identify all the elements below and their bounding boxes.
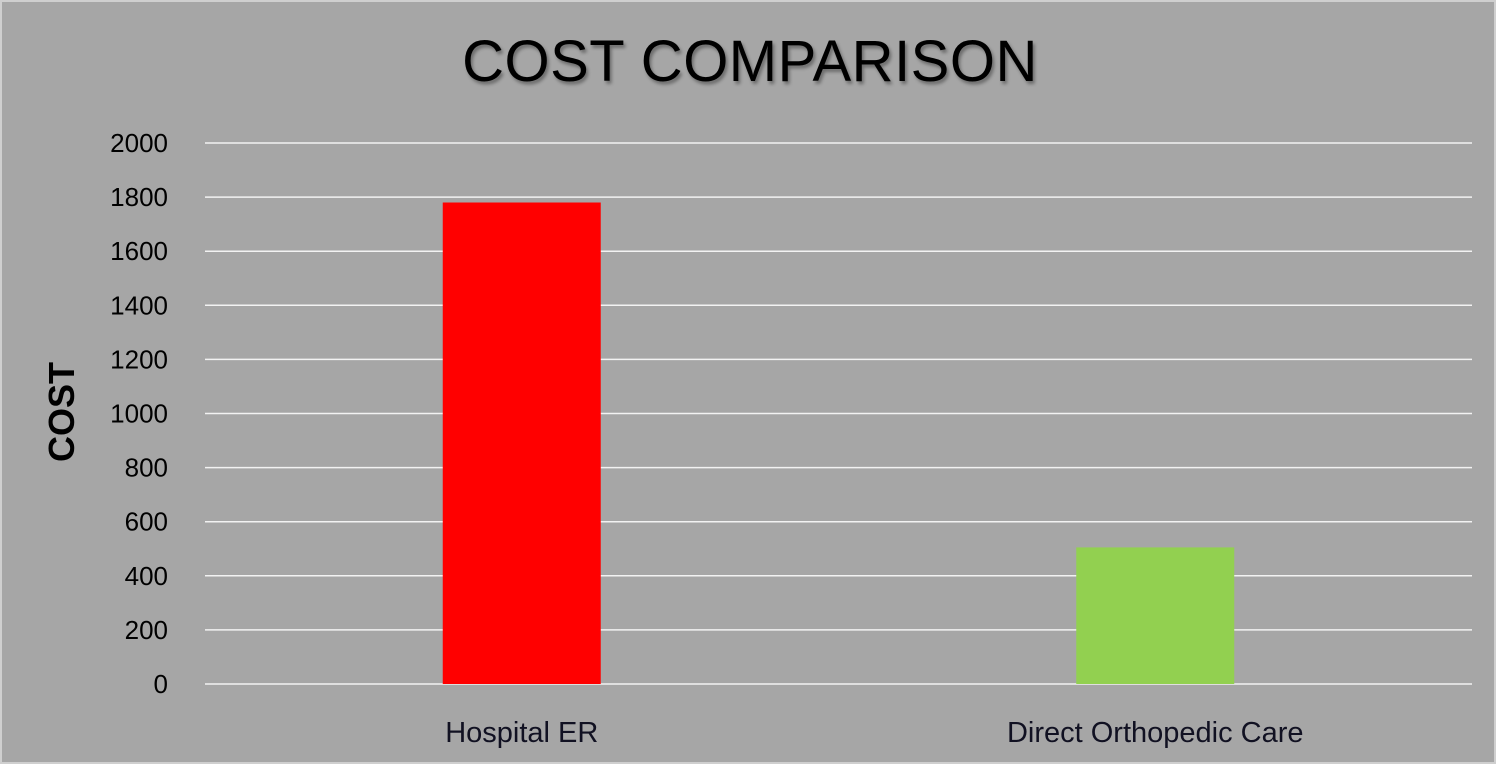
y-tick-label: 1600	[110, 236, 168, 266]
chart-title: COST COMPARISON	[462, 29, 1038, 94]
y-tick-labels: 0 200 400 600 800 1000 1200 1400 1600 1800 2000	[110, 128, 168, 699]
category-labels: Hospital ER Direct Orthopedic Care	[445, 717, 1303, 749]
bars	[442, 202, 1235, 684]
y-tick-label: 0	[154, 669, 168, 699]
y-tick-label: 800	[125, 453, 168, 483]
gridlines	[205, 142, 1472, 685]
y-tick-label: 1800	[110, 182, 168, 212]
x-category-label: Direct Orthopedic Care	[1007, 717, 1304, 749]
y-tick-label: 1000	[110, 399, 168, 429]
y-tick-label: 200	[125, 615, 168, 645]
x-category-label: Hospital ER	[445, 717, 598, 749]
y-tick-label: 400	[125, 561, 168, 591]
bar	[442, 202, 601, 684]
y-tick-label: 1200	[110, 344, 168, 374]
y-tick-label: 600	[125, 507, 168, 537]
bar	[1076, 547, 1235, 684]
y-tick-label: 2000	[110, 128, 168, 158]
y-tick-label: 1400	[110, 290, 168, 320]
